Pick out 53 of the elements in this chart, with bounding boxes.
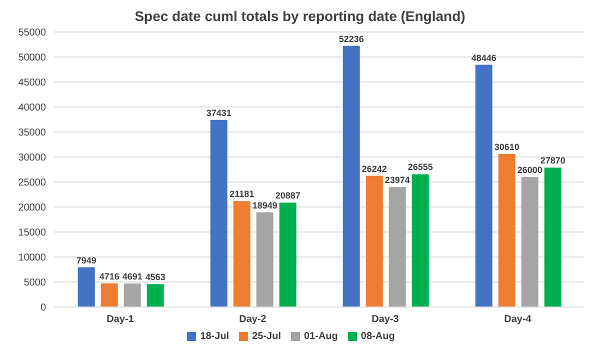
bar (279, 202, 296, 307)
bar (475, 64, 492, 307)
y-tick-label: 35000 (18, 128, 46, 139)
data-label: 20887 (275, 190, 300, 201)
bar (342, 46, 360, 307)
legend-label: 08-Aug (360, 331, 395, 342)
bar (100, 283, 118, 307)
legend-label: 18-Jul (200, 331, 230, 342)
y-tick-label: 25000 (18, 178, 46, 189)
y-tick-label: 15000 (18, 228, 46, 239)
y-tick-label: 10000 (18, 252, 46, 264)
data-label: 26000 (517, 165, 542, 175)
data-label: 48446 (471, 52, 496, 63)
y-tick-label: 45000 (18, 78, 46, 89)
bar (412, 174, 429, 307)
data-label: 7949 (76, 255, 96, 266)
bar (388, 187, 406, 307)
x-tick-label: Day-2 (239, 314, 267, 326)
data-label: 23974 (384, 175, 410, 186)
bar (78, 267, 95, 307)
y-tick-label: 50000 (18, 52, 46, 64)
bar (256, 212, 274, 307)
bar (544, 168, 562, 307)
data-label: 18949 (252, 200, 278, 210)
bar (521, 177, 538, 307)
data-label: 26242 (362, 164, 387, 174)
bar (233, 201, 250, 307)
bar (366, 176, 383, 307)
y-tick-label: 30000 (18, 152, 46, 164)
y-tick-label: 0 (40, 302, 46, 314)
x-tick-label: Day-4 (504, 314, 532, 326)
data-label: 4691 (122, 272, 142, 282)
bar (146, 284, 164, 307)
data-label: 4716 (99, 271, 120, 282)
chart-title: Spec date cuml totals by reporting date (England) (134, 8, 466, 24)
y-tick-label: 20000 (18, 202, 46, 214)
y-tick-label: 55000 (18, 28, 46, 39)
data-label: 27870 (540, 156, 566, 166)
bar (498, 154, 516, 307)
bar (124, 284, 141, 307)
bar (210, 120, 228, 307)
data-label: 37431 (206, 108, 232, 118)
legend-label: 25-Jul (252, 331, 281, 342)
y-tick-label: 5000 (24, 278, 46, 289)
data-label: 52236 (338, 34, 364, 44)
data-label: 30610 (494, 142, 520, 152)
data-label: 4563 (145, 272, 166, 282)
y-tick-label: 40000 (18, 102, 46, 114)
data-label: 21181 (230, 189, 254, 200)
data-label: 26555 (408, 162, 433, 172)
x-tick-label: Day-3 (372, 314, 400, 326)
x-tick-label: Day-1 (106, 314, 134, 326)
legend-label: 01-Aug (304, 331, 338, 342)
